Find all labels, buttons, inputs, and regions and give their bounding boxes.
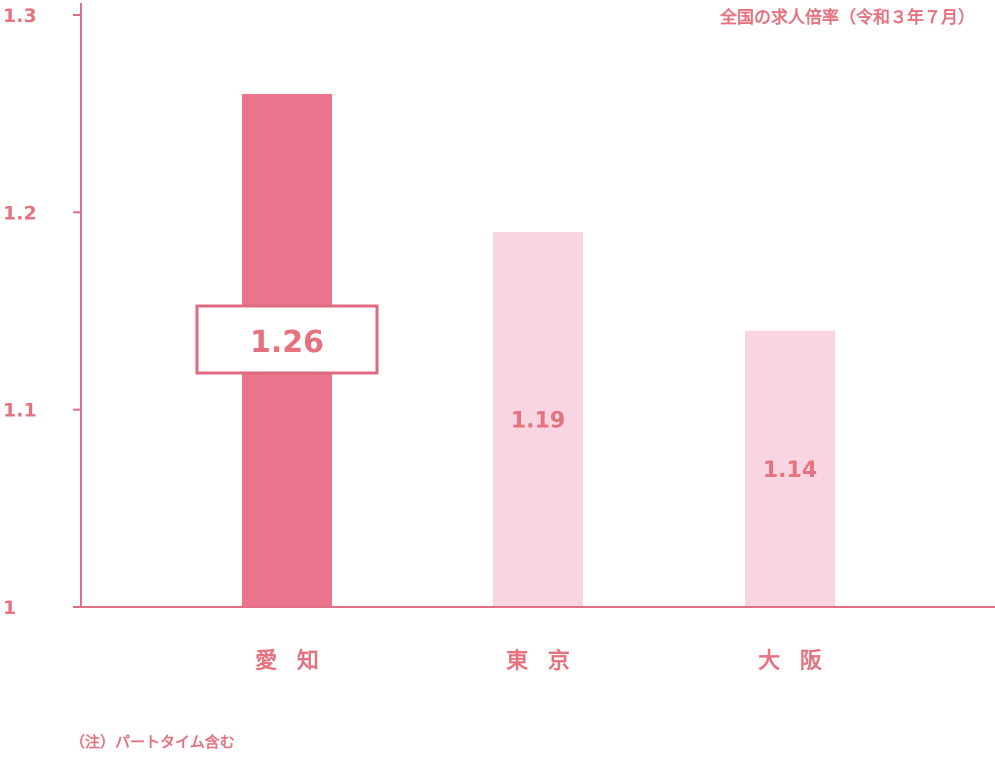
bar bbox=[493, 232, 583, 608]
y-tick-label: 1.2 bbox=[3, 202, 37, 224]
category-label: 愛 知 bbox=[255, 648, 325, 674]
bar-value-label: 1.26 bbox=[250, 325, 324, 360]
highlight-label-box bbox=[195, 304, 379, 375]
y-tick-label: 1 bbox=[3, 597, 16, 619]
chart-title: 全国の求人倍率（令和３年７月） bbox=[719, 7, 975, 28]
category-labels-layer: 愛 知東 京大 阪 bbox=[255, 648, 828, 674]
bar-value-label: 1.19 bbox=[511, 409, 565, 434]
bar-value-label: 1.14 bbox=[763, 458, 817, 483]
value-labels-layer: 1.26 1.19 1.14 bbox=[195, 304, 817, 483]
footnote: （注）パートタイム含む bbox=[70, 733, 235, 751]
y-tick-label: 1.1 bbox=[3, 400, 37, 422]
category-label: 東 京 bbox=[506, 648, 576, 674]
y-tick-label: 1.3 bbox=[3, 5, 37, 27]
category-label: 大 阪 bbox=[758, 649, 828, 674]
y-ticks-layer: 1 1.1 1.2 1.3 bbox=[3, 5, 81, 619]
bar bbox=[745, 330, 835, 607]
axes-layer bbox=[80, 3, 995, 608]
